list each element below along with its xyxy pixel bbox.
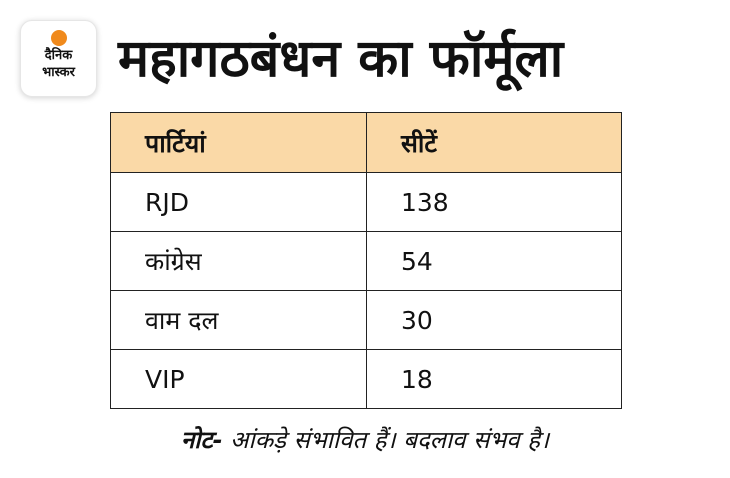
note-text: आंकड़े संभावित हैं। बदलाव संभव है। [222, 426, 550, 454]
logo-text-line2: भास्कर [42, 65, 75, 80]
table-row: RJD 138 [110, 172, 622, 232]
seat-sharing-table: पार्टियां सीटें RJD 138 कांग्रेस 54 वाम … [110, 112, 622, 409]
party-cell: VIP [110, 349, 367, 409]
table-header-row: पार्टियां सीटें [110, 112, 622, 173]
table-row: VIP 18 [110, 349, 622, 409]
sun-icon [51, 30, 67, 46]
logo-text-line1: दैनिक [44, 48, 73, 63]
table-row: कांग्रेस 54 [110, 231, 622, 291]
note-label: नोट- [180, 426, 223, 454]
dainik-bhaskar-logo: दैनिक भास्कर [20, 20, 97, 97]
seats-cell: 18 [366, 349, 622, 409]
seats-cell: 54 [366, 231, 622, 291]
party-cell: कांग्रेस [110, 231, 367, 291]
party-cell: RJD [110, 172, 367, 232]
page-title: महागठबंधन का फॉर्मूला [118, 29, 564, 89]
seats-cell: 138 [366, 172, 622, 232]
seats-cell: 30 [366, 290, 622, 350]
header-parties: पार्टियां [110, 112, 367, 173]
table-row: वाम दल 30 [110, 290, 622, 350]
party-cell: वाम दल [110, 290, 367, 350]
header-seats: सीटें [366, 112, 622, 173]
footnote: नोट- आंकड़े संभावित हैं। बदलाव संभव है। [0, 420, 730, 460]
